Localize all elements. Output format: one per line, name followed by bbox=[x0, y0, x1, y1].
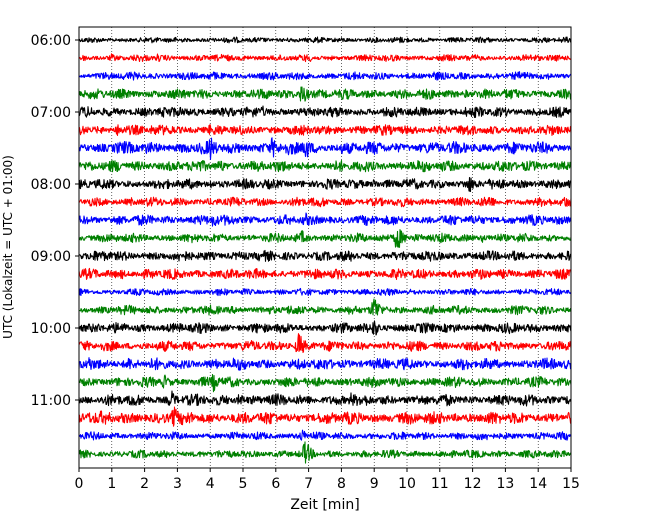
x-tick-label: 10 bbox=[398, 476, 416, 492]
x-tick-label: 1 bbox=[107, 476, 116, 492]
trace-line bbox=[78, 357, 572, 371]
trace-line bbox=[78, 229, 572, 248]
trace-line bbox=[78, 373, 572, 393]
y-axis-label: UTC (Lokalzeit = UTC + 01:00) bbox=[1, 155, 15, 339]
y-tick-label: 11:00 bbox=[31, 393, 71, 409]
trace-line bbox=[78, 406, 572, 427]
y-tick-label: 06:00 bbox=[31, 33, 71, 49]
trace-line bbox=[78, 137, 572, 160]
trace-line bbox=[78, 159, 572, 173]
y-tick-label: 10:00 bbox=[31, 321, 71, 337]
trace-line bbox=[78, 429, 572, 441]
trace-line bbox=[78, 86, 572, 102]
x-axis-ticks: 0 1 2 3 4 5 6 7 8 9 10 11 12 13 14 15 bbox=[75, 468, 580, 492]
trace-line bbox=[78, 390, 572, 407]
trace-line bbox=[78, 441, 572, 464]
x-tick-label: 8 bbox=[337, 476, 346, 492]
trace-line bbox=[78, 36, 572, 44]
trace-line bbox=[78, 267, 572, 280]
trace-line bbox=[78, 298, 572, 316]
y-tick-label: 09:00 bbox=[31, 249, 71, 265]
trace-line bbox=[78, 320, 572, 336]
x-tick-label: 12 bbox=[464, 476, 482, 492]
x-tick-label: 9 bbox=[370, 476, 379, 492]
x-tick-label: 14 bbox=[529, 476, 547, 492]
x-tick-label: 5 bbox=[239, 476, 248, 492]
trace-line bbox=[78, 53, 572, 63]
trace-line bbox=[78, 105, 572, 118]
trace-line bbox=[78, 212, 572, 227]
y-tick-label: 08:00 bbox=[31, 177, 71, 193]
y-axis-ticks: 06:00 07:00 08:00 09:00 10:00 11:00 bbox=[31, 33, 79, 409]
seismic-traces bbox=[78, 36, 572, 464]
plot-frame bbox=[78, 26, 572, 469]
x-tick-label: 6 bbox=[271, 476, 280, 492]
x-tick-label: 2 bbox=[140, 476, 149, 492]
x-tick-label: 7 bbox=[304, 476, 313, 492]
x-tick-label: 13 bbox=[496, 476, 514, 492]
trace-line bbox=[78, 124, 572, 137]
x-tick-label: 15 bbox=[562, 476, 580, 492]
x-tick-label: 4 bbox=[206, 476, 215, 492]
x-tick-label: 0 bbox=[75, 476, 84, 492]
trace-line bbox=[78, 333, 572, 354]
plot-background bbox=[79, 27, 571, 468]
trace-line bbox=[78, 249, 572, 262]
trace-line bbox=[78, 71, 572, 81]
x-tick-label: 11 bbox=[431, 476, 449, 492]
x-tick-label: 3 bbox=[173, 476, 182, 492]
trace-line bbox=[78, 287, 572, 297]
x-axis-label: Zeit [min] bbox=[290, 497, 359, 513]
trace-line bbox=[78, 196, 572, 208]
y-tick-label: 07:00 bbox=[31, 105, 71, 121]
trace-line bbox=[78, 177, 572, 193]
